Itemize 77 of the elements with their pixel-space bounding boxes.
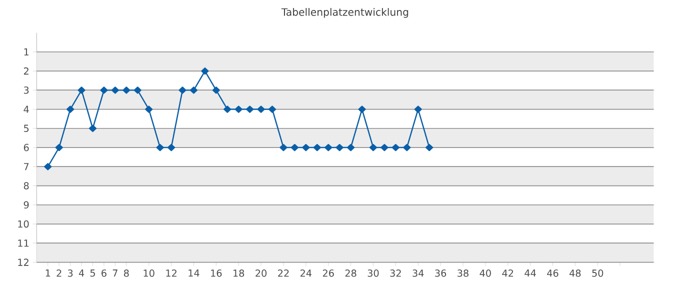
x-tick-label: 48	[570, 269, 581, 277]
y-tick-label: 1	[24, 48, 28, 56]
x-tick-label: 10	[144, 269, 154, 277]
point	[201, 67, 209, 75]
point	[234, 106, 242, 113]
point	[178, 86, 186, 94]
point	[369, 144, 378, 152]
y-tick-label: 4	[24, 106, 29, 113]
point	[100, 86, 108, 94]
point	[257, 106, 265, 113]
y-tick-label: 6	[24, 144, 29, 152]
point	[66, 106, 74, 113]
x-tick-label: 22	[278, 269, 289, 277]
x-tick-label: 8	[124, 269, 129, 277]
x-tick-label: 3	[68, 269, 73, 277]
x-tick-label: 46	[547, 269, 558, 277]
x-tick-label: 20	[256, 269, 267, 277]
x-tick-label: 1	[46, 269, 50, 276]
point	[392, 144, 400, 152]
x-tick-label: 24	[300, 269, 312, 277]
point	[414, 106, 422, 113]
y-tick-label: 11	[18, 240, 28, 247]
x-tick-label: 26	[322, 269, 334, 277]
x-tick-label: 28	[345, 269, 356, 277]
point	[324, 144, 332, 152]
point	[88, 124, 97, 132]
x-tick-label: 12	[166, 269, 176, 277]
point	[246, 106, 254, 113]
x-tick-label: 30	[368, 269, 379, 277]
y-tick-label: 10	[18, 220, 29, 228]
point	[122, 86, 130, 94]
y-tick-label: 9	[24, 201, 29, 208]
point	[111, 86, 119, 94]
point	[290, 144, 299, 152]
y-tick-label: 7	[24, 163, 29, 170]
point	[44, 162, 52, 170]
point	[426, 144, 434, 152]
y-tick-label: 12	[18, 258, 28, 266]
x-tick-label: 32	[390, 269, 401, 277]
point	[280, 144, 288, 152]
x-tick-label: 14	[188, 269, 200, 276]
point	[156, 144, 164, 152]
x-tick-label: 2	[56, 269, 62, 277]
point	[268, 106, 276, 113]
point	[78, 86, 86, 94]
point	[134, 86, 142, 94]
x-tick-label: 18	[234, 269, 244, 277]
point	[190, 86, 198, 94]
x-tick-label: 50	[592, 269, 604, 277]
point	[346, 144, 355, 152]
x-tick-label: 42	[502, 269, 514, 277]
point	[403, 144, 411, 152]
chart-title: Tabellenplatzentwicklung	[281, 8, 408, 18]
x-tick-label: 44	[524, 269, 536, 276]
x-tick-label: 6	[102, 269, 106, 277]
x-tick-label: 7	[112, 269, 118, 276]
point	[145, 106, 153, 113]
y-tick-label: 8	[24, 182, 29, 190]
y-tick-label: 5	[24, 124, 29, 132]
x-tick-label: 16	[211, 269, 222, 277]
point	[313, 144, 321, 152]
y-tick-label: 2	[24, 67, 28, 75]
x-tick-label: 40	[480, 269, 491, 277]
x-tick-label: 38	[458, 269, 468, 277]
point	[358, 106, 366, 113]
point	[55, 144, 63, 152]
point	[336, 144, 344, 152]
x-tick-label: 4	[78, 269, 84, 276]
point	[224, 106, 232, 113]
point	[167, 144, 176, 152]
point	[212, 86, 220, 94]
point	[302, 144, 310, 152]
point	[380, 144, 388, 152]
x-tick-label: 36	[435, 269, 446, 277]
x-tick-label: 5	[90, 269, 95, 277]
y-tick-label: 3	[24, 86, 29, 94]
x-tick-label: 34	[412, 269, 424, 277]
